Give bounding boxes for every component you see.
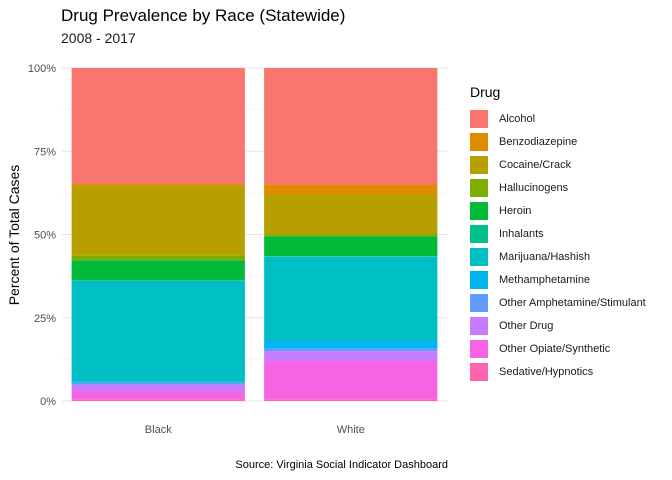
bar-segment-black-inhalants bbox=[71, 280, 245, 281]
bar-segment-black-sedative-hypnotics bbox=[71, 399, 245, 401]
legend-title: Drug bbox=[470, 84, 501, 100]
legend-label: Benzodiazepine bbox=[499, 135, 578, 148]
legend-item: Other Drug bbox=[470, 314, 646, 337]
legend-swatch bbox=[470, 339, 488, 358]
legend-swatch bbox=[470, 247, 488, 266]
legend-swatch bbox=[470, 270, 488, 289]
legend-label: Sedative/Hypnotics bbox=[499, 365, 594, 378]
legend-item: Other Opiate/Synthetic bbox=[470, 337, 646, 360]
legend-label: Heroin bbox=[499, 204, 532, 217]
legend-swatch bbox=[470, 362, 488, 381]
bar-segment-white-other-amphetamine-stimulant bbox=[264, 348, 438, 352]
y-tick-label: 75% bbox=[34, 146, 56, 158]
legend-label: Alcohol bbox=[499, 112, 536, 125]
legend-item: Other Amphetamine/Stimulant bbox=[470, 291, 646, 314]
bar-segment-black-benzodiazepine bbox=[71, 183, 245, 186]
bar-segment-white-marijuana-hashish bbox=[264, 256, 438, 341]
bar-segment-black-other-opiate-synthetic bbox=[71, 391, 245, 400]
bar-segment-black-marijuana-hashish bbox=[71, 280, 245, 382]
legend-swatch bbox=[470, 178, 488, 197]
x-tick-label: White bbox=[337, 424, 365, 436]
bar-segment-black-methamphetamine bbox=[71, 381, 245, 383]
bar-segment-white-heroin bbox=[264, 236, 438, 257]
bar-segment-white-benzodiazepine bbox=[264, 184, 438, 195]
legend-label: Inhalants bbox=[499, 227, 544, 240]
y-tick-label: 25% bbox=[34, 313, 56, 325]
bar-segment-white-alcohol bbox=[264, 68, 438, 185]
legend-swatch bbox=[470, 132, 488, 151]
bar-segment-white-sedative-hypnotics bbox=[264, 399, 438, 401]
bar-segment-white-cocaine-crack bbox=[264, 194, 438, 235]
bar-segment-white-hallucinogens bbox=[264, 234, 438, 237]
legend-label: Methamphetamine bbox=[499, 273, 591, 286]
y-axis-label: Percent of Total Cases bbox=[6, 164, 22, 306]
bar-segment-white-methamphetamine bbox=[264, 340, 438, 349]
legend-item: Sedative/Hypnotics bbox=[470, 360, 646, 383]
bar-segment-white-inhalants bbox=[264, 256, 438, 257]
legend-swatch bbox=[470, 224, 488, 243]
legend-item: Marijuana/Hashish bbox=[470, 245, 646, 268]
chart-subtitle: 2008 - 2017 bbox=[61, 30, 136, 46]
legend-label: Other Amphetamine/Stimulant bbox=[499, 296, 646, 309]
bar-segment-white-other-drug bbox=[264, 351, 438, 362]
legend-label: Marijuana/Hashish bbox=[499, 250, 591, 263]
legend-item: Cocaine/Crack bbox=[470, 153, 646, 176]
bar-segment-black-alcohol bbox=[71, 68, 245, 184]
y-tick-label: 100% bbox=[28, 63, 56, 75]
legend-item: Hallucinogens bbox=[470, 176, 646, 199]
bar-segment-white-other-opiate-synthetic bbox=[264, 361, 438, 400]
legend-item: Inhalants bbox=[470, 222, 646, 245]
bar-segment-black-cocaine-crack bbox=[71, 185, 245, 256]
bar-segment-black-other-amphetamine-stimulant bbox=[71, 382, 245, 385]
y-tick-label: 50% bbox=[34, 230, 56, 242]
legend-item: Benzodiazepine bbox=[470, 130, 646, 153]
legend-swatch bbox=[470, 155, 488, 174]
chart-caption: Source: Virginia Social Indicator Dashbo… bbox=[235, 459, 448, 471]
chart-title: Drug Prevalence by Race (Statewide) bbox=[61, 6, 346, 25]
legend-label: Other Drug bbox=[499, 319, 554, 332]
legend-swatch bbox=[470, 316, 488, 335]
x-tick-label: Black bbox=[145, 424, 172, 436]
bar-segment-black-hallucinogens bbox=[71, 255, 245, 261]
legend-label: Other Opiate/Synthetic bbox=[499, 342, 611, 355]
legend-label: Cocaine/Crack bbox=[499, 158, 572, 171]
legend: Drug Alcohol Benzodiazepine Cocaine/Crack H… bbox=[470, 84, 646, 383]
legend-label: Hallucinogens bbox=[499, 181, 569, 194]
legend-item: Methamphetamine bbox=[470, 268, 646, 291]
bar-segment-black-other-drug bbox=[71, 384, 245, 392]
legend-item: Alcohol bbox=[470, 107, 646, 130]
bar-segment-black-heroin bbox=[71, 260, 245, 281]
legend-swatch bbox=[470, 201, 488, 220]
legend-swatch bbox=[470, 293, 488, 312]
y-tick-label: 0% bbox=[40, 396, 56, 408]
legend-swatch bbox=[470, 109, 488, 128]
legend-item: Heroin bbox=[470, 199, 646, 222]
